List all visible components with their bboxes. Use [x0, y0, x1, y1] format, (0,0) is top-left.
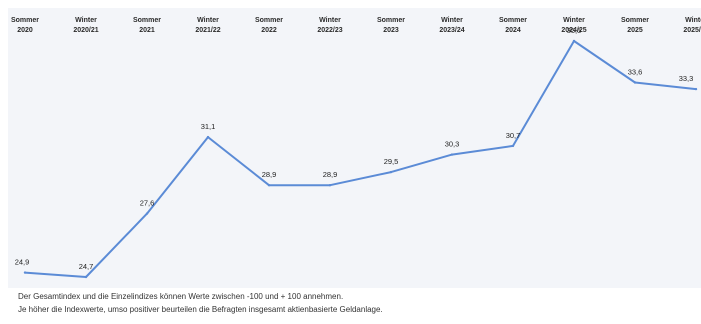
- x-tick-label: Winter 2022/23: [317, 17, 342, 34]
- data-point: [511, 144, 515, 148]
- data-point: [694, 87, 698, 91]
- x-tick-label: Sommer 2020: [11, 17, 39, 34]
- data-point: [206, 135, 210, 139]
- data-label: 28,9: [323, 170, 338, 179]
- data-point: [267, 184, 271, 187]
- data-point: [450, 153, 454, 156]
- data-label: 27,6: [140, 199, 155, 208]
- data-point: [328, 184, 332, 187]
- footnote-interpretation: Je höher die Indexwerte, umso positiver …: [18, 305, 383, 314]
- data-point: [84, 275, 88, 279]
- data-label: 30,7: [506, 131, 521, 140]
- data-label: 31,1: [201, 122, 216, 131]
- x-tick-label: Sommer 2024: [499, 17, 527, 34]
- data-point: [633, 81, 637, 84]
- x-tick-label: Winter2025/26: [683, 17, 701, 34]
- data-label: 24,9: [15, 258, 30, 267]
- x-tick-label: Winter 2020/21: [73, 17, 98, 34]
- series-line: [24, 40, 697, 278]
- data-label: 33,6: [628, 68, 643, 77]
- data-label: 24,7: [79, 262, 94, 271]
- data-point: [389, 170, 393, 174]
- x-tick-label: Winter 2023/24: [439, 17, 464, 34]
- x-tick-label: Sommer 2023: [377, 17, 405, 34]
- data-point: [23, 271, 27, 274]
- data-label: 29,5: [384, 157, 399, 166]
- data-point: [572, 39, 576, 43]
- x-tick-label: Sommer 2025: [621, 17, 649, 34]
- data-point: [145, 212, 149, 215]
- data-label: 30,3: [445, 140, 460, 149]
- data-label: 33,3: [679, 74, 694, 83]
- x-tick-label: Winter 2024/25: [561, 17, 586, 34]
- x-tick-label: Sommer 2021: [133, 17, 161, 34]
- x-tick-label: Winter 2021/22: [195, 17, 220, 34]
- x-tick-label: Sommer 2022: [255, 17, 283, 34]
- data-label: 35,5: [567, 26, 582, 35]
- plot-background: [8, 8, 701, 288]
- data-label: 28,9: [262, 170, 277, 179]
- footnote-value-range: Der Gesamtindex und die Einzelindizes kö…: [18, 292, 344, 301]
